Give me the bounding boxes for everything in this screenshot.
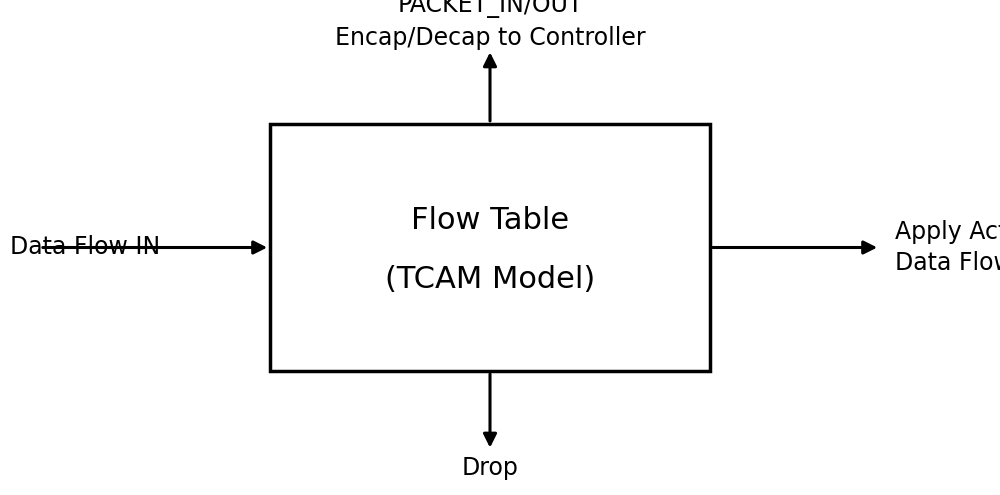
Text: (TCAM Model): (TCAM Model): [385, 265, 595, 294]
Text: Drop: Drop: [462, 456, 518, 480]
Bar: [270, 124, 710, 371]
Text: Data Flow IN: Data Flow IN: [10, 236, 160, 259]
Text: Flow Table: Flow Table: [411, 206, 569, 235]
Text: PACKET_IN/OUT
Encap/Decap to Controller: PACKET_IN/OUT Encap/Decap to Controller: [335, 0, 645, 50]
Text: Apply Actions &
Data Flow OUT: Apply Actions & Data Flow OUT: [895, 220, 1000, 275]
